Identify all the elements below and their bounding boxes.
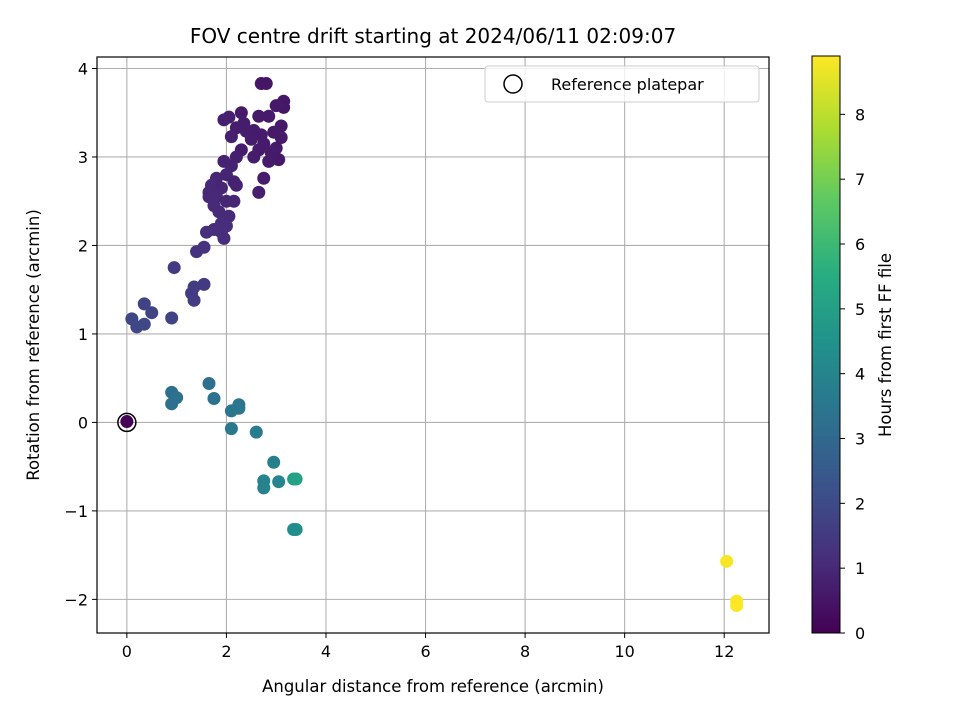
data-point	[120, 415, 134, 429]
chart-title: FOV centre drift starting at 2024/06/11 …	[190, 24, 676, 48]
data-point	[289, 472, 303, 486]
data-point	[200, 225, 214, 239]
data-point	[234, 106, 248, 120]
data-point	[252, 185, 266, 199]
colorbar-label: Hours from first FF file	[876, 253, 895, 437]
data-point	[165, 311, 179, 325]
data-point	[262, 154, 276, 168]
colorbar-ticks: 0 1 2 3 4 5 6 7 8	[840, 105, 865, 643]
y-tick-label: 4	[78, 60, 88, 79]
y-tick-label: −1	[64, 502, 88, 521]
data-point	[187, 293, 201, 307]
legend-label-reference: Reference platepar	[551, 75, 704, 94]
data-point	[257, 481, 271, 495]
colorbar-tick-label: 0	[855, 624, 865, 643]
y-tick-label: 0	[78, 413, 88, 432]
data-point	[720, 554, 734, 568]
x-tick-label: 10	[614, 642, 634, 661]
y-tick-label: 2	[78, 236, 88, 255]
data-point	[224, 404, 238, 418]
colorbar: 0 1 2 3 4 5 6 7 8 Hours from first FF file	[811, 55, 895, 643]
plot-frame	[96, 56, 770, 634]
data-point	[274, 131, 288, 145]
data-point	[212, 205, 226, 219]
colorbar-gradient	[811, 55, 841, 634]
data-point	[269, 99, 283, 113]
colorbar-tick-label: 4	[855, 365, 865, 384]
x-tick-label: 8	[520, 642, 530, 661]
legend-marker-reference	[503, 74, 523, 94]
data-point	[217, 113, 231, 127]
data-point	[190, 245, 204, 259]
x-tick-label: 6	[420, 642, 430, 661]
x-axis-ticks: 0 2 4 6 8 10 12	[122, 633, 734, 661]
data-point	[730, 599, 744, 613]
data-point	[145, 306, 159, 320]
data-point	[249, 425, 263, 439]
colorbar-tick-label: 1	[855, 559, 865, 578]
reference-platepar-marker	[117, 412, 137, 433]
colorbar-tick-label: 3	[855, 430, 865, 449]
data-point	[229, 178, 243, 192]
legend: Reference platepar	[484, 65, 760, 103]
data-point	[267, 455, 281, 469]
data-point	[130, 320, 144, 334]
data-point	[272, 475, 286, 489]
data-point	[247, 150, 261, 164]
legend-box	[484, 65, 760, 103]
data-point	[257, 171, 271, 185]
colorbar-tick-label: 2	[855, 494, 865, 513]
data-point	[224, 422, 238, 436]
data-point	[165, 397, 179, 411]
y-tick-label: −2	[64, 590, 88, 609]
y-axis-ticks: −2 −1 0 1 2 3 4	[64, 60, 97, 609]
data-point	[167, 261, 181, 275]
data-point	[217, 231, 231, 245]
colorbar-tick-label: 8	[855, 105, 865, 124]
x-tick-label: 2	[221, 642, 231, 661]
data-point	[262, 109, 276, 123]
colorbar-tick-label: 6	[855, 235, 865, 254]
x-tick-label: 0	[122, 642, 132, 661]
x-tick-label: 4	[321, 642, 331, 661]
data-point	[252, 109, 266, 123]
colorbar-tick-label: 5	[855, 300, 865, 319]
data-point	[244, 132, 258, 146]
data-point	[224, 130, 238, 144]
y-tick-label: 1	[78, 325, 88, 344]
data-point	[289, 522, 303, 536]
colorbar-tick-label: 7	[855, 170, 865, 189]
data-point	[227, 194, 241, 208]
data-point	[207, 392, 221, 406]
x-axis-label: Angular distance from reference (arcmin)	[262, 677, 604, 696]
data-point	[137, 297, 151, 311]
grid-lines	[97, 57, 769, 633]
data-points	[117, 77, 744, 613]
data-point	[259, 77, 273, 91]
y-axis-label: Rotation from reference (arcmin)	[24, 209, 43, 481]
data-point	[272, 153, 286, 167]
data-point	[202, 376, 216, 390]
data-point	[197, 277, 211, 291]
y-tick-label: 3	[78, 148, 88, 167]
x-tick-label: 12	[714, 642, 734, 661]
